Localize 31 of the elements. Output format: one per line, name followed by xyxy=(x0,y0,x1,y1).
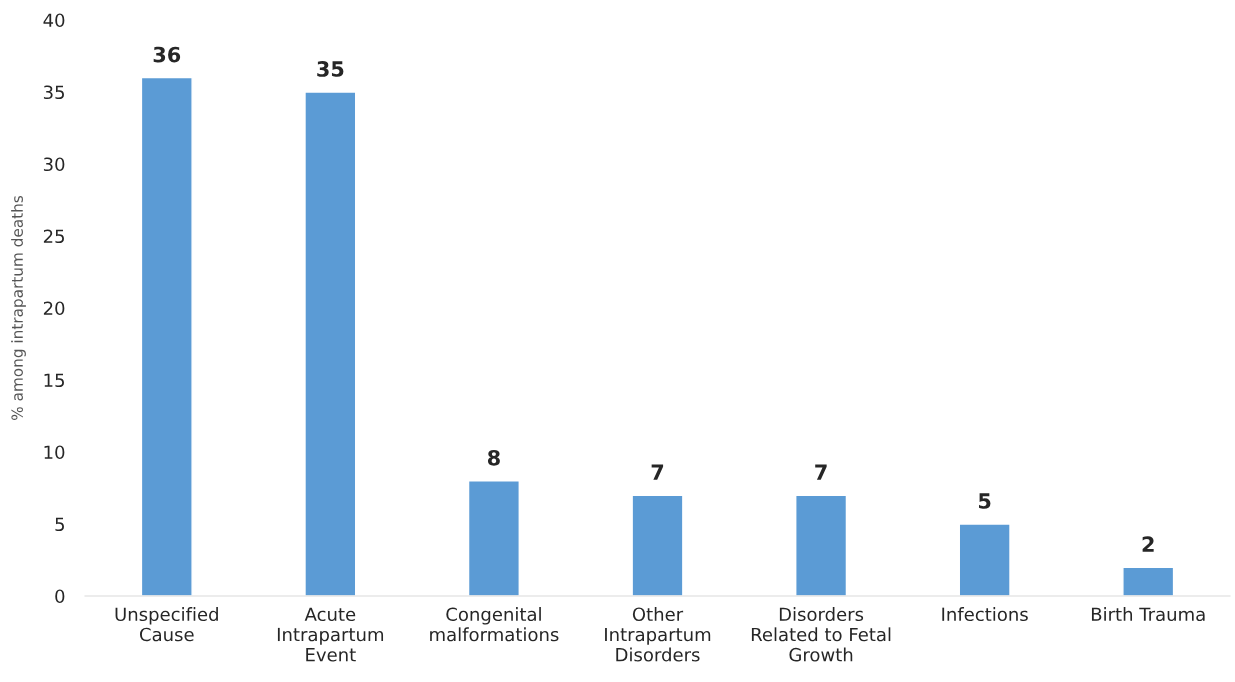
x-tick-label: Congenital malformations xyxy=(430,607,559,642)
data-label: 5 xyxy=(979,493,991,509)
x-tick-label: Other Intrapartum Disorders xyxy=(605,607,711,662)
x-tick-label: Infections xyxy=(942,607,1028,622)
bar xyxy=(631,494,684,596)
data-label: 36 xyxy=(153,46,181,63)
data-label: 35 xyxy=(317,61,344,77)
y-tick-label: 35 xyxy=(43,85,64,100)
y-tick-label: 10 xyxy=(44,445,65,460)
y-tick-label: 40 xyxy=(43,13,65,28)
data-label: 8 xyxy=(487,449,500,466)
x-tick-label: Birth Trauma xyxy=(1091,607,1205,622)
y-tick-label: 0 xyxy=(55,589,65,604)
data-label: 2 xyxy=(1142,536,1154,552)
data-label: 7 xyxy=(651,464,664,480)
data-label: 7 xyxy=(815,464,827,480)
bar xyxy=(467,480,520,596)
x-tick-label: Unspecified Cause xyxy=(115,607,218,642)
bar xyxy=(304,91,357,596)
y-tick-label: 25 xyxy=(43,229,64,244)
y-tick-label: 30 xyxy=(43,157,65,172)
y-tick-label: 20 xyxy=(43,301,65,316)
bar xyxy=(1122,566,1175,596)
bar xyxy=(140,76,193,596)
x-tick-label: Disorders Related to Fetal Growth xyxy=(751,607,891,662)
y-tick-label: 15 xyxy=(44,373,64,388)
y-tick-label: 5 xyxy=(55,517,64,532)
y-axis-title: % among intrapartum deaths xyxy=(11,195,26,420)
x-tick-label: Acute Intrapartum Event xyxy=(277,607,384,662)
bar xyxy=(958,523,1011,596)
bar xyxy=(795,494,848,596)
